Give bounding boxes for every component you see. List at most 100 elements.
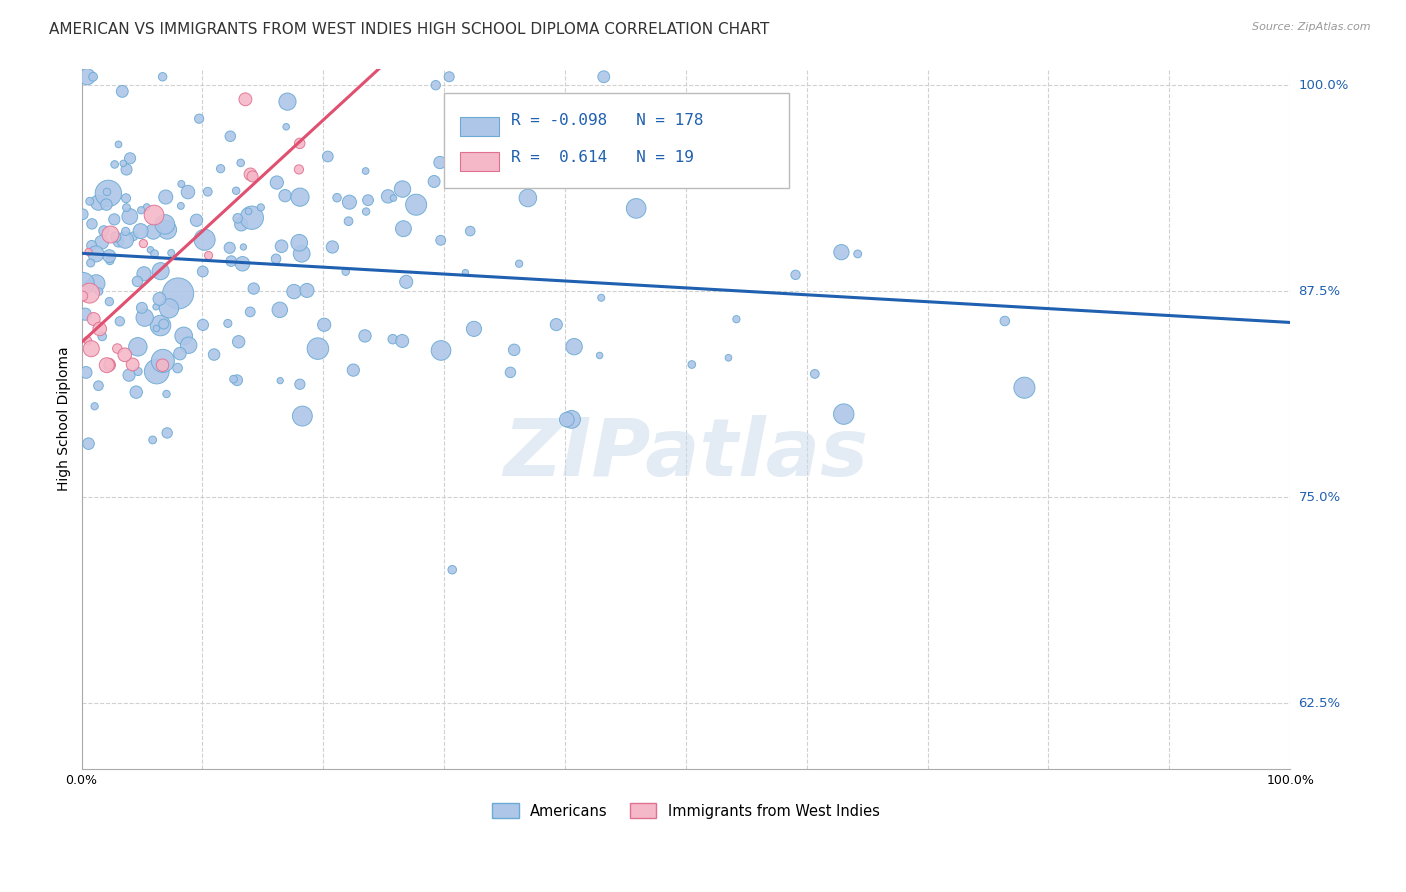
Point bbox=[264, 252, 287, 266]
Point bbox=[131, 301, 153, 315]
Point bbox=[127, 364, 149, 378]
Point bbox=[135, 200, 157, 214]
Point bbox=[503, 343, 526, 357]
Point bbox=[89, 322, 111, 336]
Point bbox=[339, 195, 361, 210]
Point bbox=[307, 342, 329, 356]
Point bbox=[238, 204, 260, 219]
Point bbox=[166, 361, 188, 376]
Point bbox=[84, 247, 107, 261]
Point bbox=[87, 195, 110, 210]
Point bbox=[167, 286, 190, 301]
Legend: Americans, Immigrants from West Indies: Americans, Immigrants from West Indies bbox=[486, 797, 886, 825]
Point bbox=[142, 225, 165, 239]
Point bbox=[846, 247, 869, 261]
Point bbox=[118, 210, 141, 224]
Point bbox=[104, 230, 127, 244]
Point bbox=[169, 346, 191, 360]
Point bbox=[430, 343, 453, 358]
Point bbox=[177, 338, 200, 352]
Point bbox=[75, 307, 97, 321]
Point bbox=[226, 211, 249, 226]
Point bbox=[112, 156, 135, 170]
Point bbox=[145, 300, 167, 314]
Point bbox=[592, 70, 614, 84]
Point bbox=[508, 257, 530, 271]
Point bbox=[98, 294, 121, 309]
Point bbox=[437, 70, 460, 84]
Point bbox=[209, 161, 232, 176]
Text: 87.5%: 87.5% bbox=[1299, 285, 1340, 298]
Point bbox=[239, 305, 262, 319]
Point bbox=[354, 204, 377, 219]
Point bbox=[155, 190, 177, 204]
Point bbox=[132, 267, 155, 281]
Point bbox=[202, 347, 225, 361]
Point bbox=[499, 365, 522, 379]
Point bbox=[624, 202, 647, 216]
Point bbox=[326, 191, 349, 205]
Point bbox=[242, 169, 264, 184]
Point bbox=[560, 412, 582, 426]
Point bbox=[77, 277, 100, 292]
Point bbox=[127, 274, 149, 288]
Point bbox=[588, 349, 610, 363]
Point bbox=[377, 189, 399, 203]
Point bbox=[441, 563, 464, 577]
Point bbox=[72, 289, 94, 303]
Point bbox=[142, 433, 165, 447]
Point bbox=[152, 358, 174, 372]
Point bbox=[239, 167, 262, 181]
Point bbox=[429, 233, 451, 247]
Point bbox=[276, 120, 298, 134]
Point bbox=[96, 185, 118, 199]
Point bbox=[242, 282, 264, 296]
FancyBboxPatch shape bbox=[444, 93, 789, 187]
Text: 75.0%: 75.0% bbox=[1299, 491, 1340, 503]
Point bbox=[77, 244, 100, 259]
Point bbox=[283, 285, 305, 299]
Point bbox=[160, 246, 183, 260]
Point bbox=[143, 208, 166, 222]
Point bbox=[79, 194, 101, 209]
Point bbox=[108, 314, 131, 328]
Point bbox=[681, 358, 703, 372]
Point bbox=[429, 155, 451, 169]
Point bbox=[145, 364, 167, 378]
Point bbox=[269, 374, 291, 388]
Point bbox=[316, 149, 339, 163]
Point bbox=[830, 245, 852, 260]
Point bbox=[79, 256, 101, 270]
Point bbox=[173, 329, 195, 343]
Text: R = -0.098   N = 178: R = -0.098 N = 178 bbox=[510, 113, 703, 128]
Point bbox=[225, 184, 247, 198]
Point bbox=[392, 221, 415, 235]
Point bbox=[83, 399, 105, 413]
Point bbox=[516, 191, 538, 205]
Point bbox=[170, 199, 193, 213]
Point bbox=[97, 186, 120, 201]
Point bbox=[270, 239, 292, 253]
Point bbox=[153, 218, 176, 232]
Point bbox=[725, 312, 748, 326]
Point bbox=[72, 207, 94, 221]
Point bbox=[127, 340, 149, 354]
Point bbox=[562, 340, 585, 354]
Point bbox=[90, 235, 112, 250]
Point bbox=[717, 351, 740, 365]
Point bbox=[395, 275, 418, 289]
Point bbox=[132, 236, 155, 251]
Point bbox=[314, 318, 336, 332]
Point bbox=[231, 257, 253, 271]
Point bbox=[832, 407, 855, 421]
Point bbox=[218, 241, 240, 255]
Point bbox=[288, 235, 311, 250]
Point bbox=[96, 358, 118, 372]
Point bbox=[84, 277, 107, 291]
Point bbox=[91, 329, 114, 343]
Point bbox=[139, 243, 162, 257]
Point bbox=[129, 203, 152, 218]
Point bbox=[229, 156, 252, 170]
Point bbox=[463, 322, 485, 336]
Point bbox=[354, 164, 377, 178]
